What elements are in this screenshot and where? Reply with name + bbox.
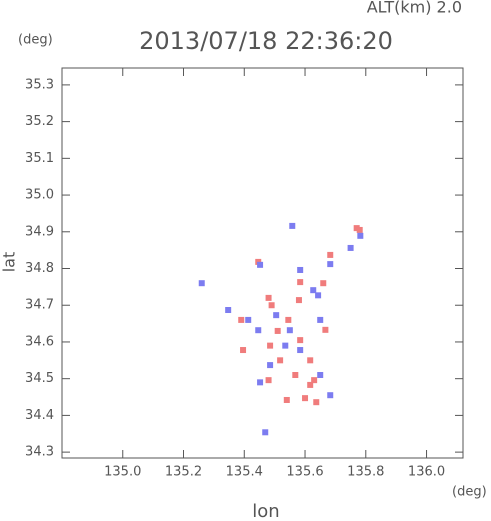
x-tick-label: 135.0	[104, 465, 141, 480]
point	[317, 372, 324, 379]
plot-frame	[61, 67, 464, 459]
point	[262, 429, 269, 436]
point	[313, 399, 320, 406]
point	[307, 381, 314, 388]
y-tick-label: 34.7	[25, 298, 54, 313]
y-tick-label: 34.5	[25, 371, 54, 386]
point	[265, 294, 272, 301]
point	[310, 287, 317, 294]
point	[302, 395, 309, 402]
point	[292, 372, 299, 379]
point	[289, 222, 296, 229]
point	[297, 266, 304, 273]
x-axis-label: lon	[252, 501, 279, 521]
y-tick-label: 35.1	[25, 151, 54, 166]
point	[320, 280, 327, 287]
x-tick-label: 135.6	[286, 465, 323, 480]
point	[240, 347, 247, 354]
chart-title: 2013/07/18 22:36:20	[139, 27, 393, 55]
point	[307, 357, 314, 364]
point	[274, 327, 281, 334]
x-tick-label: 135.8	[347, 465, 384, 480]
point	[277, 357, 284, 364]
point	[286, 327, 293, 334]
point	[297, 279, 304, 286]
altitude-label: ALT(km) 2.0	[367, 0, 462, 17]
x-tick-label: 136.0	[408, 465, 445, 480]
point	[327, 392, 334, 399]
point	[295, 297, 302, 304]
point	[283, 396, 290, 403]
x-unit: (deg)	[452, 485, 487, 500]
y-tick-label: 34.4	[25, 408, 54, 423]
y-tick-label: 35.2	[25, 114, 54, 129]
x-tick-label: 135.2	[165, 465, 202, 480]
y-tick-label: 34.6	[25, 334, 54, 349]
point	[225, 307, 232, 314]
point	[357, 232, 364, 239]
point	[317, 316, 324, 323]
y-tick-label: 34.8	[25, 261, 54, 276]
point	[297, 337, 304, 344]
point	[353, 225, 360, 232]
point	[347, 244, 354, 251]
point	[268, 302, 275, 309]
y-tick-label: 34.3	[25, 445, 54, 460]
point	[257, 261, 264, 268]
point	[322, 326, 329, 333]
point	[255, 327, 262, 334]
point	[257, 379, 264, 386]
point	[198, 280, 205, 287]
point	[327, 251, 334, 258]
point	[327, 261, 334, 268]
x-tick-label: 135.4	[226, 465, 263, 480]
y-tick-label: 35.0	[25, 188, 54, 203]
point	[265, 377, 272, 384]
point	[273, 312, 280, 319]
point	[267, 342, 274, 349]
y-tick-label: 34.9	[25, 224, 54, 239]
point	[297, 347, 304, 354]
point	[267, 362, 274, 369]
point	[238, 316, 245, 323]
point	[311, 377, 318, 384]
y-unit: (deg)	[18, 33, 53, 48]
point	[356, 226, 363, 233]
point	[282, 342, 289, 349]
y-axis-label: lat	[0, 252, 19, 273]
point	[245, 316, 252, 323]
y-tick-label: 35.3	[25, 77, 54, 92]
point	[315, 292, 322, 299]
point	[285, 316, 292, 323]
